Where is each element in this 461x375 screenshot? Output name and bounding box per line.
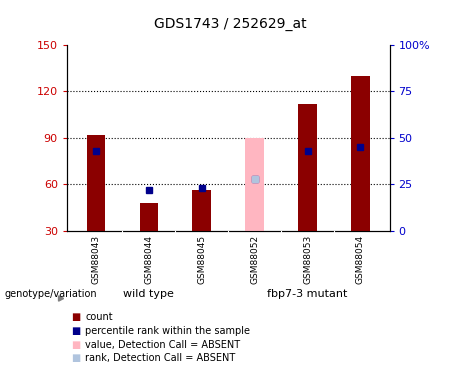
Text: GSM88044: GSM88044	[144, 234, 154, 284]
Text: GSM88043: GSM88043	[91, 234, 100, 284]
Text: GSM88052: GSM88052	[250, 234, 259, 284]
Polygon shape	[59, 296, 64, 301]
Bar	[193, 190, 211, 231]
Text: ■: ■	[71, 354, 81, 363]
Bar	[298, 104, 317, 231]
Text: count: count	[85, 312, 113, 322]
Text: fbp7-3 mutant: fbp7-3 mutant	[267, 290, 348, 299]
Text: ■: ■	[71, 312, 81, 322]
Text: GDS1743 / 252629_at: GDS1743 / 252629_at	[154, 17, 307, 31]
Text: rank, Detection Call = ABSENT: rank, Detection Call = ABSENT	[85, 354, 236, 363]
Bar	[351, 76, 370, 231]
Text: GSM88054: GSM88054	[356, 234, 365, 284]
Text: GSM88053: GSM88053	[303, 234, 312, 284]
Text: wild type: wild type	[124, 290, 174, 299]
Bar	[87, 135, 105, 231]
Bar	[140, 203, 158, 231]
Text: ■: ■	[71, 340, 81, 350]
Text: genotype/variation: genotype/variation	[5, 290, 97, 299]
Text: value, Detection Call = ABSENT: value, Detection Call = ABSENT	[85, 340, 240, 350]
Text: ■: ■	[71, 326, 81, 336]
Text: percentile rank within the sample: percentile rank within the sample	[85, 326, 250, 336]
Text: GSM88045: GSM88045	[197, 234, 206, 284]
Bar	[245, 138, 264, 231]
